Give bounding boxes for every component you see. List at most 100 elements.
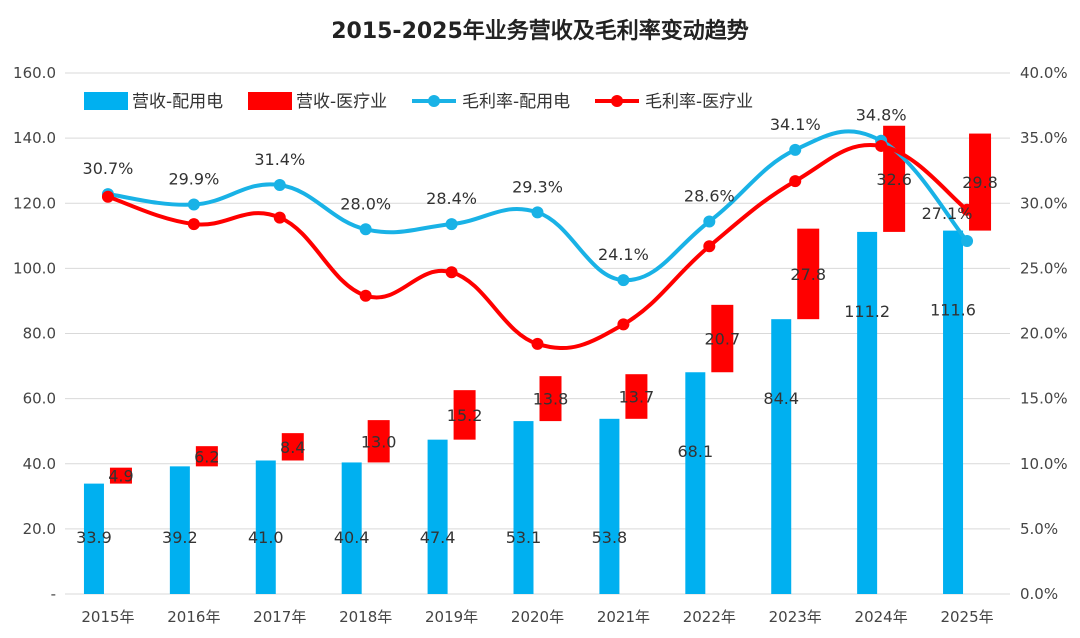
left-axis-tick-label: 60.0	[23, 390, 56, 408]
point-margin-medical	[703, 240, 716, 253]
x-axis-tick-label: 2020年	[511, 608, 564, 626]
x-axis-tick-label: 2022年	[683, 608, 736, 626]
line-data-label: 34.8%	[856, 106, 907, 125]
point-margin-medical	[445, 266, 458, 279]
x-axis-tick-label: 2025年	[940, 608, 993, 626]
bar-revenue-power	[943, 230, 964, 595]
left-axis-tick-label: 100.0	[13, 259, 56, 277]
point-margin-power	[961, 235, 974, 248]
bar-revenue-power	[427, 439, 448, 594]
line-data-label: 34.1%	[770, 115, 821, 134]
stacked-bar-data-label: 15.2	[447, 406, 483, 425]
bar-revenue-medical	[711, 304, 734, 373]
x-axis-tick-label: 2021年	[597, 608, 650, 626]
legend-swatch	[84, 92, 128, 110]
stacked-bar-data-label: 4.9	[108, 467, 133, 486]
bar-revenue-power	[255, 460, 276, 594]
x-axis-tick-label: 2016年	[167, 608, 220, 626]
right-axis-tick-label: 40.0%	[1020, 64, 1068, 82]
point-margin-medical	[961, 203, 974, 216]
point-margin-power	[703, 215, 716, 228]
point-margin-power	[531, 206, 544, 219]
bar-revenue-power	[771, 319, 792, 594]
line-data-label: 30.7%	[83, 159, 134, 178]
stacked-bar-data-label: 27.8	[790, 265, 826, 284]
right-axis-tick-label: 20.0%	[1020, 325, 1068, 343]
bar-data-label: 84.4	[763, 389, 799, 408]
point-margin-medical	[531, 337, 544, 350]
line-margin-power	[107, 129, 969, 283]
point-margin-medical	[875, 139, 888, 152]
right-axis-tick-label: 10.0%	[1020, 455, 1068, 473]
x-axis-tick-label: 2018年	[339, 608, 392, 626]
line-data-label: 29.3%	[512, 177, 563, 196]
bar-revenue-power	[83, 483, 104, 594]
right-axis-tick-label: 25.0%	[1020, 259, 1068, 277]
chart-title: 2015-2025年业务营收及毛利率变动趋势	[331, 18, 749, 44]
legend-marker	[611, 95, 623, 107]
bar-data-label: 41.0	[248, 528, 284, 547]
bar-revenue-medical	[969, 133, 992, 231]
right-axis-tick-label: 0.0%	[1020, 585, 1058, 603]
left-axis-tick-label: 80.0	[23, 325, 56, 343]
x-axis-tick-label: 2017年	[253, 608, 306, 626]
point-margin-power	[789, 143, 802, 156]
point-margin-power	[359, 223, 372, 236]
stacked-bar-data-label: 20.7	[705, 330, 741, 349]
bar-data-label: 39.2	[162, 528, 198, 547]
point-margin-medical	[273, 211, 286, 224]
point-margin-power	[617, 274, 630, 287]
legend-marker	[428, 95, 440, 107]
line-data-label: 29.9%	[168, 170, 219, 189]
bar-revenue-power	[341, 462, 362, 594]
x-axis-tick-label: 2023年	[769, 608, 822, 626]
left-axis-tick-label: -	[51, 585, 56, 603]
left-axis-tick-label: 20.0	[23, 520, 56, 538]
bar-revenue-power	[169, 466, 190, 594]
bar-data-label: 68.1	[678, 442, 714, 461]
line-margin-medical	[107, 143, 969, 350]
left-axis-tick-label: 120.0	[13, 194, 56, 212]
bar-data-label: 40.4	[334, 528, 370, 547]
stacked-bar-data-label: 29.8	[962, 173, 998, 192]
bar-revenue-power	[685, 372, 706, 594]
stacked-bar-data-label: 32.6	[876, 170, 912, 189]
right-axis-tick-label: 15.0%	[1020, 390, 1068, 408]
point-margin-medical	[359, 289, 372, 302]
point-margin-medical	[617, 318, 630, 331]
x-axis-tick-label: 2015年	[81, 608, 134, 626]
right-axis-tick-label: 35.0%	[1020, 129, 1068, 147]
bar-revenue-medical	[109, 467, 132, 484]
bar-data-label: 47.4	[420, 528, 456, 547]
legend-label: 毛利率-医疗业	[645, 92, 753, 112]
stacked-bar-data-label: 8.4	[280, 438, 305, 457]
bar-data-label: 53.1	[506, 528, 542, 547]
legend-label: 毛利率-配用电	[462, 92, 570, 112]
bar-revenue-medical	[453, 390, 476, 440]
bar-revenue-medical	[367, 420, 390, 463]
left-axis-tick-label: 140.0	[13, 129, 56, 147]
bar-revenue-medical	[797, 228, 820, 320]
line-data-label: 31.4%	[254, 150, 305, 169]
bar-revenue-medical	[539, 376, 562, 422]
line-data-label: 27.1%	[922, 204, 973, 223]
right-axis-tick-label: 5.0%	[1020, 520, 1058, 538]
line-data-label: 28.4%	[426, 189, 477, 208]
bar-revenue-power	[857, 231, 878, 594]
legend-label: 营收-配用电	[132, 92, 223, 112]
point-margin-medical	[187, 218, 200, 231]
stacked-bar-data-label: 13.7	[619, 388, 655, 407]
bar-revenue-power	[599, 418, 620, 594]
line-data-label: 28.0%	[340, 194, 391, 213]
bar-data-label: 53.8	[592, 528, 628, 547]
point-margin-power	[187, 198, 200, 211]
point-margin-power	[273, 179, 286, 192]
x-axis-tick-label: 2019年	[425, 608, 478, 626]
stacked-bar-data-label: 13.8	[533, 390, 569, 409]
bar-data-label: 111.2	[844, 302, 890, 321]
legend-label: 营收-医疗业	[296, 92, 387, 112]
point-margin-power	[445, 218, 458, 231]
left-axis-tick-label: 160.0	[13, 64, 56, 82]
